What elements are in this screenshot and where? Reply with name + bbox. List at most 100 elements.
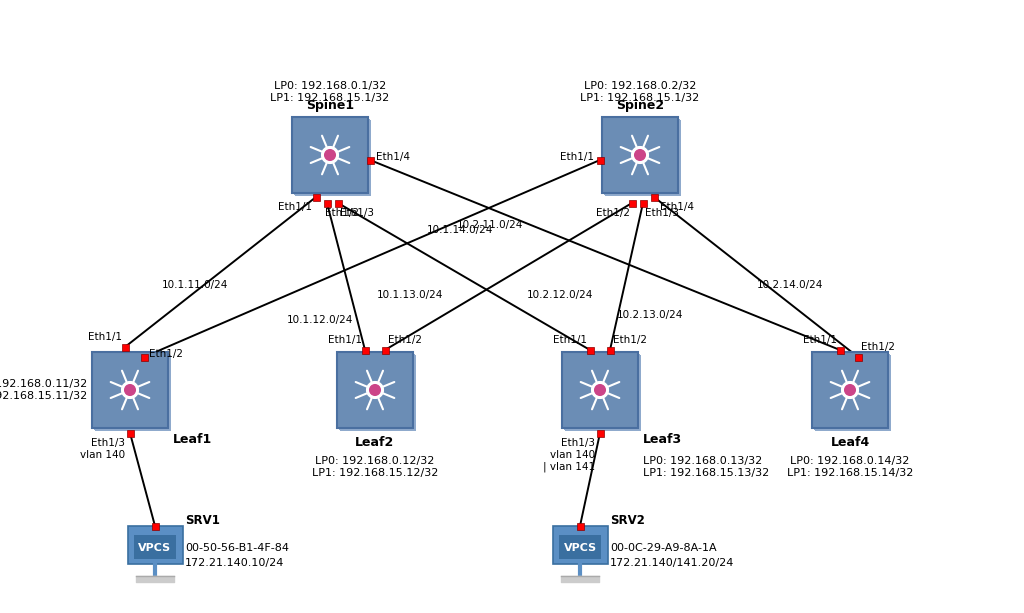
FancyBboxPatch shape (814, 354, 890, 430)
Text: 10.2.14.0/24: 10.2.14.0/24 (757, 280, 823, 290)
Bar (127, 430, 133, 436)
Bar (854, 354, 861, 360)
Text: Eth1/2: Eth1/2 (613, 335, 647, 345)
Text: Spine1: Spine1 (306, 99, 354, 112)
Bar (606, 346, 613, 354)
Text: SRV2: SRV2 (610, 514, 645, 527)
Text: LP0: 192.168.0.11/32
LP1: 192.168.15.11/32: LP0: 192.168.0.11/32 LP1: 192.168.15.11/… (0, 379, 87, 401)
Text: Eth1/3
vlan 140
| vlan 141: Eth1/3 vlan 140 | vlan 141 (543, 438, 595, 471)
Text: 10.2.13.0/24: 10.2.13.0/24 (616, 310, 683, 320)
Bar (122, 343, 128, 351)
Text: 10.2.11.0/24: 10.2.11.0/24 (457, 220, 523, 230)
Bar (382, 346, 388, 354)
Bar (140, 354, 147, 360)
Text: Eth1/1: Eth1/1 (328, 335, 362, 345)
FancyBboxPatch shape (94, 354, 170, 430)
Circle shape (322, 147, 338, 163)
Text: Spine2: Spine2 (616, 99, 664, 112)
Bar (367, 156, 374, 164)
Bar (324, 199, 331, 207)
FancyBboxPatch shape (563, 353, 639, 429)
FancyBboxPatch shape (294, 119, 370, 195)
Bar (152, 522, 159, 530)
Text: VPCS: VPCS (138, 543, 172, 553)
Bar (597, 430, 603, 436)
FancyBboxPatch shape (292, 117, 368, 193)
Bar (640, 199, 646, 207)
Text: Eth1/2: Eth1/2 (150, 349, 183, 359)
Circle shape (632, 147, 648, 163)
Text: Eth1/3
vlan 140: Eth1/3 vlan 140 (80, 438, 125, 460)
Circle shape (842, 382, 858, 398)
Bar (837, 346, 844, 354)
FancyBboxPatch shape (564, 354, 640, 430)
Text: 10.2.12.0/24: 10.2.12.0/24 (526, 290, 593, 300)
Circle shape (595, 385, 605, 395)
Circle shape (122, 382, 138, 398)
Text: LP0: 192.168.0.13/32
LP1: 192.168.15.13/32: LP0: 192.168.0.13/32 LP1: 192.168.15.13/… (643, 456, 769, 478)
FancyBboxPatch shape (339, 354, 415, 430)
FancyBboxPatch shape (92, 352, 168, 428)
FancyBboxPatch shape (565, 355, 641, 431)
Circle shape (635, 150, 645, 161)
FancyBboxPatch shape (337, 352, 413, 428)
FancyBboxPatch shape (812, 352, 888, 428)
Text: 00-0C-29-A9-8A-1A: 00-0C-29-A9-8A-1A (610, 543, 717, 553)
FancyBboxPatch shape (340, 355, 416, 431)
Text: LP0: 192.168.0.12/32
LP1: 192.168.15.12/32: LP0: 192.168.0.12/32 LP1: 192.168.15.12/… (312, 456, 438, 478)
Bar (597, 156, 603, 164)
Text: Eth1/2: Eth1/2 (596, 208, 630, 218)
Bar (335, 199, 341, 207)
Text: Leaf3: Leaf3 (643, 433, 682, 446)
FancyBboxPatch shape (93, 353, 169, 429)
Circle shape (370, 385, 380, 395)
Bar (577, 522, 584, 530)
Text: 10.1.14.0/24: 10.1.14.0/24 (427, 225, 494, 235)
Text: 10.1.11.0/24: 10.1.11.0/24 (162, 280, 228, 290)
FancyBboxPatch shape (338, 353, 414, 429)
Bar (629, 199, 636, 207)
Text: Leaf4: Leaf4 (830, 436, 869, 449)
Text: LP0: 192.168.0.2/32
LP1: 192.168.15.1/32: LP0: 192.168.0.2/32 LP1: 192.168.15.1/32 (581, 82, 699, 103)
Bar (361, 346, 369, 354)
Bar (587, 346, 594, 354)
Circle shape (592, 382, 608, 398)
Circle shape (845, 385, 855, 395)
Text: Eth1/2: Eth1/2 (325, 208, 359, 218)
FancyBboxPatch shape (128, 526, 182, 564)
FancyBboxPatch shape (295, 120, 371, 196)
FancyBboxPatch shape (603, 118, 679, 194)
Text: Leaf1: Leaf1 (173, 433, 212, 446)
Text: SRV1: SRV1 (185, 514, 220, 527)
Text: 10.1.12.0/24: 10.1.12.0/24 (287, 315, 353, 325)
Text: Eth1/3: Eth1/3 (645, 208, 679, 218)
Text: Eth1/3: Eth1/3 (340, 208, 374, 218)
Text: Eth1/1: Eth1/1 (560, 152, 594, 162)
FancyBboxPatch shape (553, 526, 607, 564)
FancyBboxPatch shape (133, 535, 176, 559)
FancyBboxPatch shape (813, 353, 889, 429)
Text: LP0: 192.168.0.1/32
LP1: 192.168.15.1/32: LP0: 192.168.0.1/32 LP1: 192.168.15.1/32 (270, 82, 389, 103)
Text: Eth1/1: Eth1/1 (553, 335, 587, 345)
Text: Eth1/4: Eth1/4 (660, 202, 694, 212)
Text: Eth1/4: Eth1/4 (376, 152, 410, 162)
Bar (312, 194, 319, 200)
Text: Eth1/1: Eth1/1 (803, 335, 837, 345)
Text: Leaf2: Leaf2 (355, 436, 394, 449)
FancyBboxPatch shape (558, 535, 601, 559)
Circle shape (367, 382, 383, 398)
FancyBboxPatch shape (602, 117, 678, 193)
Text: Eth1/2: Eth1/2 (861, 342, 895, 352)
FancyBboxPatch shape (293, 118, 369, 194)
Text: Eth1/2: Eth1/2 (388, 335, 422, 345)
FancyBboxPatch shape (605, 120, 681, 196)
Text: Eth1/1: Eth1/1 (88, 332, 122, 342)
Text: 172.21.140/141.20/24: 172.21.140/141.20/24 (610, 558, 734, 568)
FancyBboxPatch shape (562, 352, 638, 428)
Text: LP0: 192.168.0.14/32
LP1: 192.168.15.14/32: LP0: 192.168.0.14/32 LP1: 192.168.15.14/… (786, 456, 913, 478)
FancyBboxPatch shape (95, 355, 171, 431)
FancyBboxPatch shape (604, 119, 680, 195)
Text: 172.21.140.10/24: 172.21.140.10/24 (185, 558, 285, 568)
Bar (650, 194, 657, 200)
Circle shape (325, 150, 335, 161)
